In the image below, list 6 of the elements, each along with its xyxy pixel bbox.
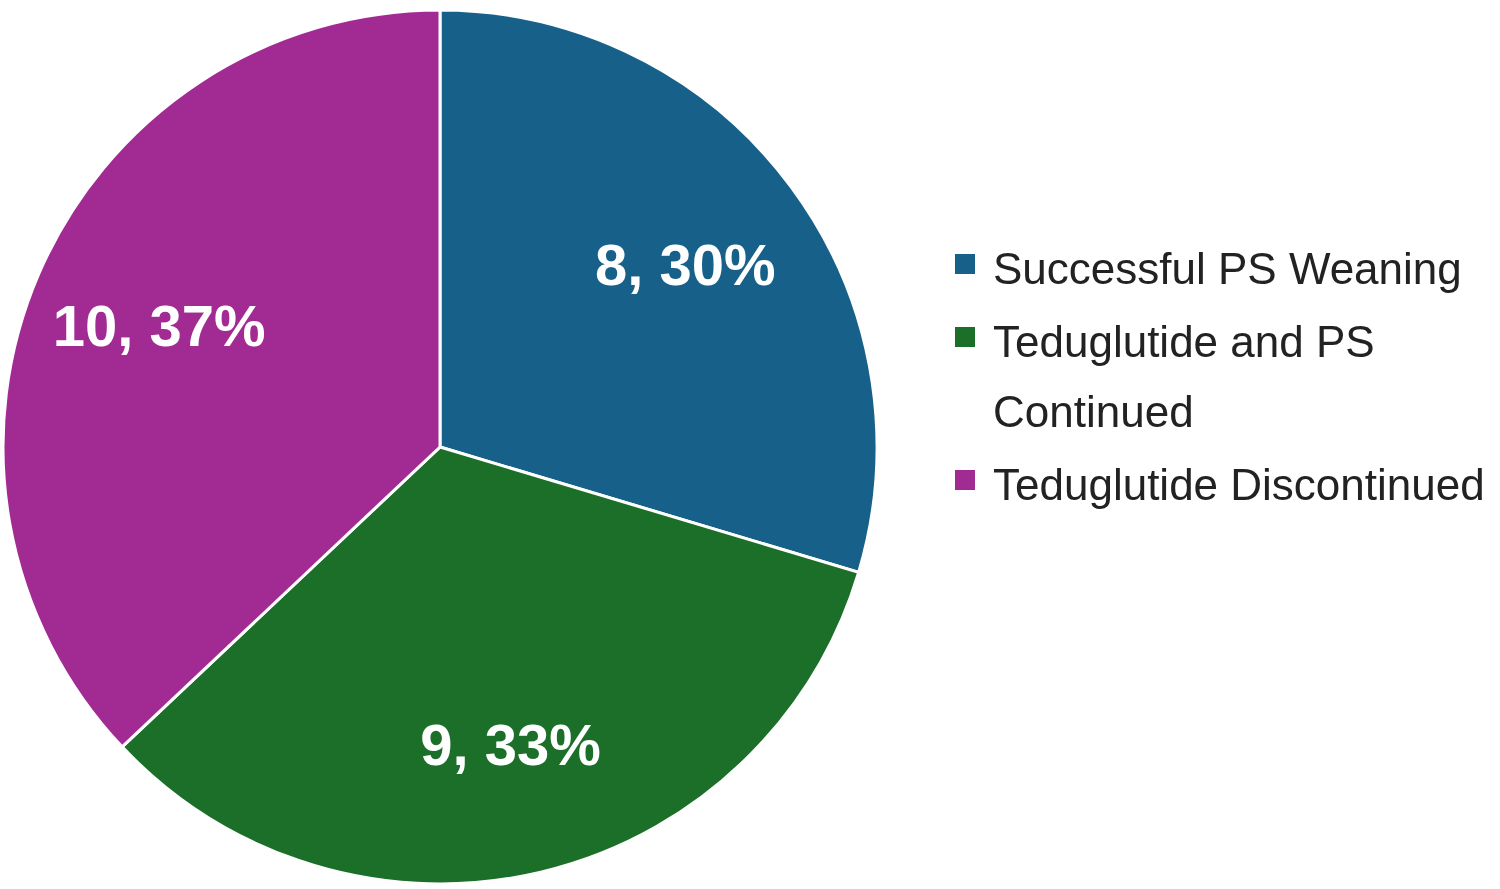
legend-label: Teduglutide and PS Continued [993,316,1375,436]
legend-label: Successful PS Weaning [993,243,1462,293]
data-label: 9, 33% [420,712,601,778]
legend-label: Teduglutide Discontinued [993,459,1485,509]
data-label: 8, 30% [595,231,776,297]
data-label: 10, 37% [52,293,266,359]
